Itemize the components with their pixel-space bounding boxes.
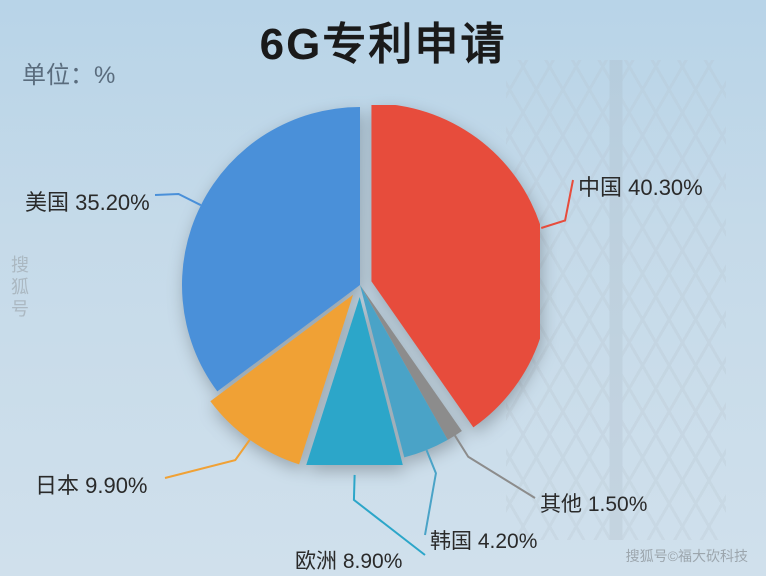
slice-label: 中国 40.30% xyxy=(578,170,703,202)
watermark-bottom: 搜狐号©福大砍科技 xyxy=(626,546,748,566)
slice-label: 欧洲 8.90% xyxy=(295,545,402,575)
watermark-left: 搜狐号 xyxy=(6,255,32,321)
unit-label: 单位：% xyxy=(22,55,115,90)
slice-label: 其他 1.50% xyxy=(540,488,647,518)
pie-chart xyxy=(180,105,540,465)
chart-title: 6G专利申请 xyxy=(260,8,507,72)
slice-label: 日本 9.90% xyxy=(35,468,148,500)
slice-label: 美国 35.20% xyxy=(25,185,150,217)
slice-label: 韩国 4.20% xyxy=(430,525,537,555)
